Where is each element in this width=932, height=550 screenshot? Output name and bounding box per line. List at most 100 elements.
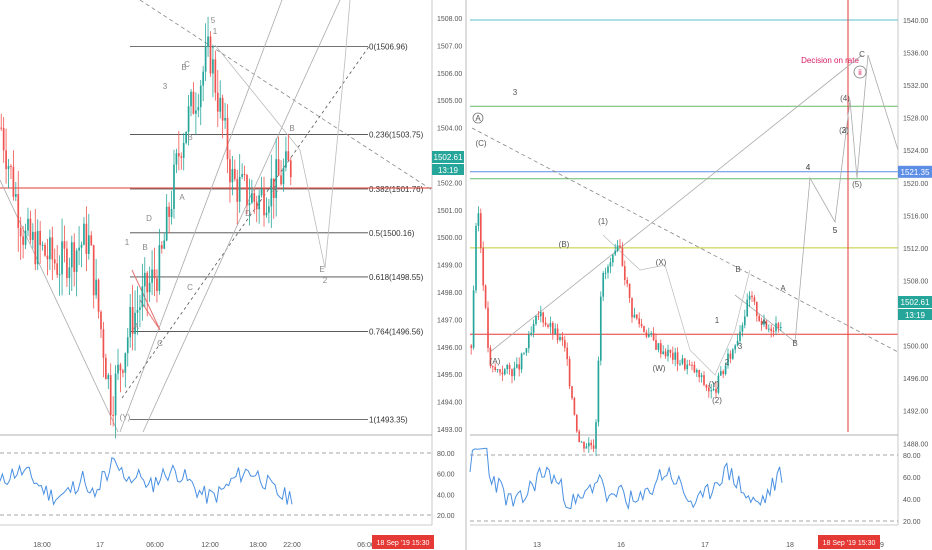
right-candle xyxy=(755,301,758,316)
right-price-tick: 1532.00 xyxy=(903,83,928,90)
left-price-tick: 1499.00 xyxy=(437,263,462,270)
left-candle xyxy=(287,151,290,161)
left-candle xyxy=(238,176,241,202)
wave-label: 4 xyxy=(806,163,811,172)
left-candle xyxy=(165,206,168,241)
left-price-tick: 1493.00 xyxy=(437,427,462,434)
right-price-tick: 1500.00 xyxy=(903,344,928,351)
left-candle xyxy=(143,272,146,287)
left-candle xyxy=(63,241,66,249)
right-candle xyxy=(715,388,717,393)
left-candle xyxy=(24,230,27,245)
right-candle xyxy=(503,369,506,375)
left-candle xyxy=(134,312,136,334)
right-time-tick: 18 xyxy=(786,542,794,549)
right-candle xyxy=(664,351,667,357)
right-candle xyxy=(578,431,581,443)
wave-line xyxy=(131,269,161,331)
left-candle xyxy=(204,46,207,72)
left-candle xyxy=(10,166,12,168)
left-candle xyxy=(58,274,61,276)
wave-label: C xyxy=(157,339,163,348)
right-candle xyxy=(736,340,739,346)
left-candle xyxy=(224,117,226,121)
left-candle xyxy=(253,193,256,202)
left-candle xyxy=(97,279,100,312)
right-price-tick: 1492.00 xyxy=(903,409,928,416)
right-candle xyxy=(518,364,521,370)
right-candle xyxy=(621,247,624,267)
right-candle xyxy=(595,422,597,449)
right-candle xyxy=(722,371,725,374)
left-candle xyxy=(156,278,158,291)
right-candle xyxy=(583,441,585,449)
right-candle xyxy=(537,315,540,317)
right-candle xyxy=(575,414,578,432)
right-price-tick: 1524.00 xyxy=(903,148,928,155)
right-candle xyxy=(489,347,492,367)
right-candle xyxy=(700,375,703,378)
left-candle xyxy=(263,188,265,216)
right-candle xyxy=(585,446,588,449)
left-rsi-tick: 60.00 xyxy=(437,472,455,479)
right-candle xyxy=(703,375,705,385)
wave-label: (4) xyxy=(840,94,850,103)
left-rsi-line xyxy=(0,456,293,506)
right-candle xyxy=(530,332,533,335)
right-candle xyxy=(561,337,564,341)
left-candle xyxy=(158,245,161,291)
right-candle xyxy=(640,324,643,327)
right-candle xyxy=(775,323,777,332)
right-candle xyxy=(607,266,609,273)
right-candle xyxy=(506,365,509,370)
left-candle xyxy=(39,230,42,246)
right-candle xyxy=(705,384,708,388)
right-candle xyxy=(691,364,693,366)
left-candle xyxy=(197,107,200,111)
right-candle xyxy=(635,314,638,319)
right-candle xyxy=(688,364,691,366)
right-rsi-tick: 20.00 xyxy=(903,519,921,526)
right-candle xyxy=(686,364,689,370)
left-candle xyxy=(83,223,85,245)
right-time-tick: 19 xyxy=(876,542,884,549)
left-candle xyxy=(75,250,78,272)
right-candle xyxy=(727,353,729,366)
left-candle xyxy=(248,202,251,206)
left-candle xyxy=(100,311,102,330)
left-candle xyxy=(195,110,197,114)
wave-label: 3 xyxy=(163,82,168,91)
left-candle xyxy=(255,201,258,210)
left-candle xyxy=(146,272,149,293)
left-candle xyxy=(31,231,34,240)
right-candle xyxy=(542,312,545,323)
left-countdown-tag: 13:19 xyxy=(438,166,459,175)
right-candle xyxy=(573,398,576,415)
left-candle xyxy=(289,160,292,178)
left-candle xyxy=(177,153,180,157)
left-candle xyxy=(56,263,59,275)
right-time-tick: 17 xyxy=(701,542,709,549)
wave-label: 3 xyxy=(513,88,518,97)
wave-label: B xyxy=(181,63,186,72)
left-candle xyxy=(19,227,22,237)
left-candle xyxy=(214,59,217,93)
left-candle xyxy=(180,156,183,158)
wave-label: 2 xyxy=(842,126,847,135)
right-candle xyxy=(626,279,629,284)
left-candle xyxy=(22,236,24,245)
right-candle xyxy=(544,322,547,325)
left-candle xyxy=(53,259,56,264)
right-candle xyxy=(729,353,732,359)
right-candle xyxy=(511,369,513,377)
right-rsi-tick: 40.00 xyxy=(903,497,921,504)
left-price-tick: 1507.00 xyxy=(437,43,462,50)
fib-label: 0(1506.96) xyxy=(369,42,408,51)
channel-line xyxy=(0,179,119,433)
left-candle xyxy=(258,195,261,210)
right-candle xyxy=(470,345,473,348)
fib-label: 0.618(1498.55) xyxy=(369,273,424,282)
left-candle xyxy=(277,159,280,176)
right-candle xyxy=(532,323,535,333)
left-candle xyxy=(241,174,243,177)
